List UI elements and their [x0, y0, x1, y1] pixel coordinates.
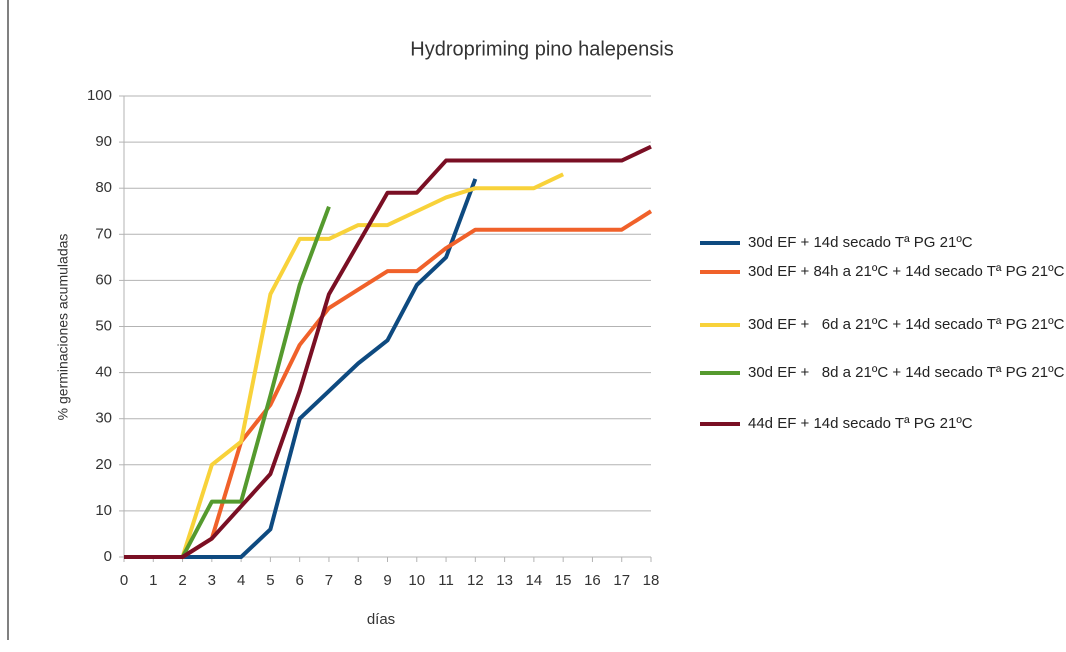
y-tick-label: 60 — [95, 271, 112, 288]
x-tick-label: 3 — [208, 572, 216, 589]
x-tick-label: 0 — [120, 572, 128, 589]
y-tick-label: 30 — [95, 410, 112, 427]
y-tick-label: 0 — [104, 548, 112, 565]
x-tick-label: 5 — [266, 572, 274, 589]
y-tick-label: 50 — [95, 317, 112, 334]
x-tick-label: 16 — [584, 572, 601, 589]
x-tick-label: 1 — [149, 572, 157, 589]
x-tick-label: 11 — [438, 572, 454, 589]
x-tick-label: 10 — [408, 572, 425, 589]
x-tick-label: 18 — [643, 572, 660, 589]
series-line — [124, 172, 565, 559]
x-tick-label: 7 — [325, 572, 333, 589]
legend-label: 30d EF + 6d a 21ºC + 14d secado Tª PG 21… — [748, 316, 1065, 333]
y-tick-label: 90 — [95, 133, 112, 150]
y-tick-label: 80 — [95, 179, 112, 196]
y-tick-label: 10 — [95, 502, 112, 519]
y-axis-label: % germinaciones acumuladas — [55, 234, 71, 421]
chart-title: Hydropriming pino halepensis — [410, 38, 673, 60]
legend-label: 30d EF + 8d a 21ºC + 14d secado Tª PG 21… — [748, 364, 1065, 381]
x-tick-label: 14 — [526, 572, 543, 589]
series-line — [124, 178, 478, 559]
series-line — [124, 144, 652, 559]
series-line — [124, 209, 653, 559]
y-tick-label: 100 — [87, 87, 112, 104]
x-tick-label: 2 — [178, 572, 186, 589]
legend-label: 30d EF + 84h a 21ºC + 14d secado Tª PG 2… — [748, 263, 1065, 280]
series-line — [124, 205, 331, 559]
y-tick-label: 20 — [95, 456, 112, 473]
x-axis-label: días — [367, 611, 395, 628]
x-tick-label: 6 — [295, 572, 303, 589]
x-tick-label: 8 — [354, 572, 362, 589]
legend-label: 30d EF + 14d secado Tª PG 21ºC — [748, 234, 973, 251]
y-tick-label: 70 — [95, 225, 112, 242]
x-tick-label: 17 — [613, 572, 630, 589]
y-tick-label: 40 — [95, 364, 112, 381]
x-tick-label: 9 — [383, 572, 391, 589]
x-tick-label: 13 — [496, 572, 513, 589]
legend-label: 44d EF + 14d secado Tª PG 21ºC — [748, 415, 973, 432]
x-tick-label: 15 — [555, 572, 572, 589]
x-tick-label: 4 — [237, 572, 245, 589]
x-tick-label: 12 — [467, 572, 484, 589]
